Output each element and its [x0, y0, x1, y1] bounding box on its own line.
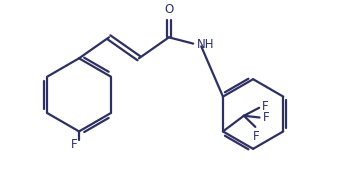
- Text: NH: NH: [196, 39, 214, 51]
- Text: O: O: [164, 3, 174, 17]
- Text: F: F: [71, 138, 77, 151]
- Text: F: F: [262, 99, 269, 113]
- Text: F: F: [263, 111, 270, 124]
- Text: F: F: [253, 130, 259, 143]
